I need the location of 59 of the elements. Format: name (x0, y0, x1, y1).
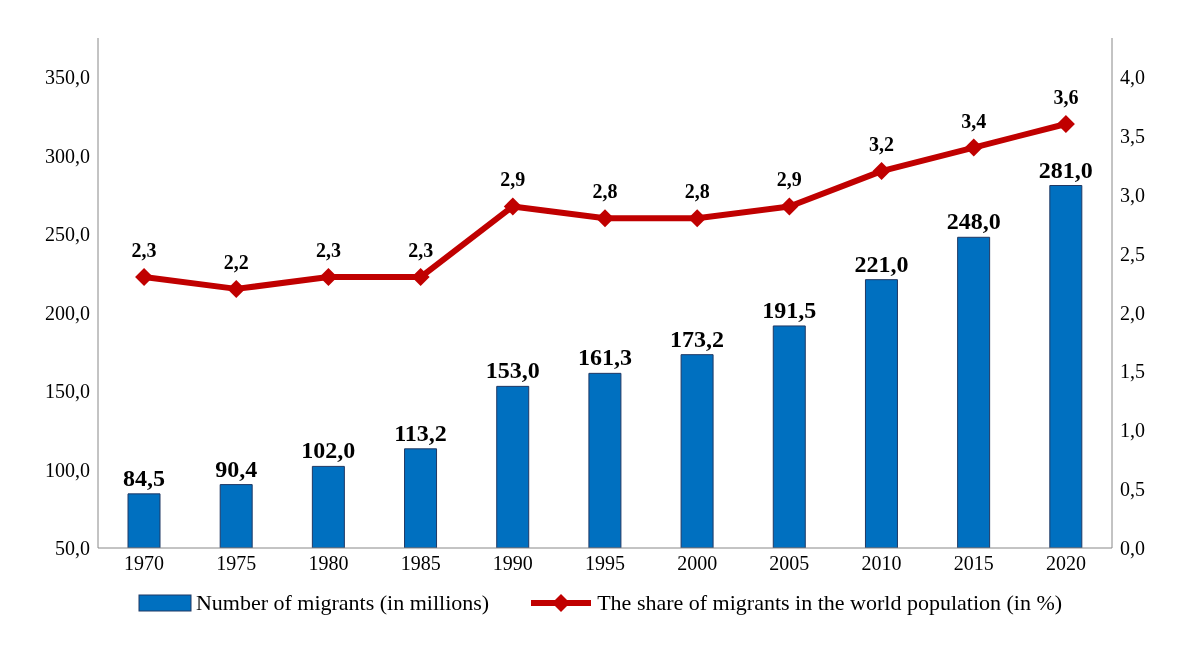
x-tick-label: 1985 (400, 552, 441, 575)
y-tick-label: 100,0 (45, 458, 90, 481)
data-label: 221,0 (854, 250, 909, 277)
y2-tick-label: 1,0 (1120, 419, 1145, 442)
x-tick-label: 1995 (585, 552, 625, 575)
y-tick-label: 300,0 (45, 144, 90, 167)
data-label: 191,5 (762, 296, 817, 323)
y2-tick-label: 0,0 (1120, 537, 1145, 560)
y2-tick-label: 0,5 (1120, 478, 1145, 501)
data-label: 153,0 (485, 357, 540, 384)
legend-label: Number of migrants (in millions) (195, 590, 490, 616)
data-label: 281,0 (1038, 156, 1093, 183)
point (1056, 114, 1075, 133)
data-label: 113,2 (394, 419, 447, 446)
point (964, 138, 983, 157)
point (227, 279, 246, 298)
data-label: 2,3 (408, 239, 434, 262)
legend-label: The share of migrants in the world population (in %) (597, 590, 1063, 616)
y2-tick-label: 3,0 (1120, 183, 1145, 206)
point (596, 209, 614, 228)
y2-tick-label: 4,0 (1120, 65, 1145, 88)
data-label: 248,0 (946, 208, 1001, 235)
point (688, 209, 707, 228)
data-label: 3,2 (869, 133, 895, 156)
data-label: 102,0 (301, 437, 356, 464)
y2-tick-label: 2,5 (1120, 242, 1145, 265)
x-tick-label: 2000 (677, 552, 718, 575)
point (780, 197, 799, 216)
y-tick-label: 150,0 (45, 380, 90, 403)
x-tick-label: 1980 (308, 552, 349, 575)
data-label: 2,2 (223, 250, 249, 273)
point (503, 197, 522, 216)
y2-tick-label: 3,5 (1120, 124, 1145, 147)
x-tick-label: 1990 (492, 552, 533, 575)
data-label: 90,4 (215, 455, 258, 482)
data-label: 161,3 (577, 344, 632, 371)
y-tick-label: 50,0 (55, 537, 90, 560)
point (872, 162, 891, 181)
y2-tick-label: 1,5 (1120, 360, 1145, 383)
y-tick-label: 250,0 (45, 223, 90, 246)
data-label: 2,9 (500, 168, 526, 191)
data-label: 2,8 (684, 180, 710, 203)
y-tick-label: 350,0 (45, 66, 90, 89)
x-tick-label: 2010 (861, 552, 902, 575)
y-tick-label: 200,0 (45, 301, 90, 324)
x-tick-label: 2020 (1045, 552, 1086, 575)
data-label: 2,3 (315, 239, 341, 262)
y2-tick-label: 2,0 (1120, 301, 1145, 324)
data-label: 84,5 (123, 464, 165, 491)
data-label: 173,2 (670, 325, 725, 352)
data-label: 3,4 (961, 109, 987, 132)
data-label: 2,9 (776, 168, 802, 191)
data-label: 2,3 (131, 239, 157, 262)
x-tick-label: 1970 (124, 552, 165, 575)
data-label: 2,8 (592, 180, 618, 203)
x-tick-label: 1975 (216, 552, 257, 575)
x-tick-label: 2005 (769, 552, 810, 575)
x-tick-label: 2015 (953, 552, 994, 575)
data-label: 3,6 (1053, 85, 1079, 108)
